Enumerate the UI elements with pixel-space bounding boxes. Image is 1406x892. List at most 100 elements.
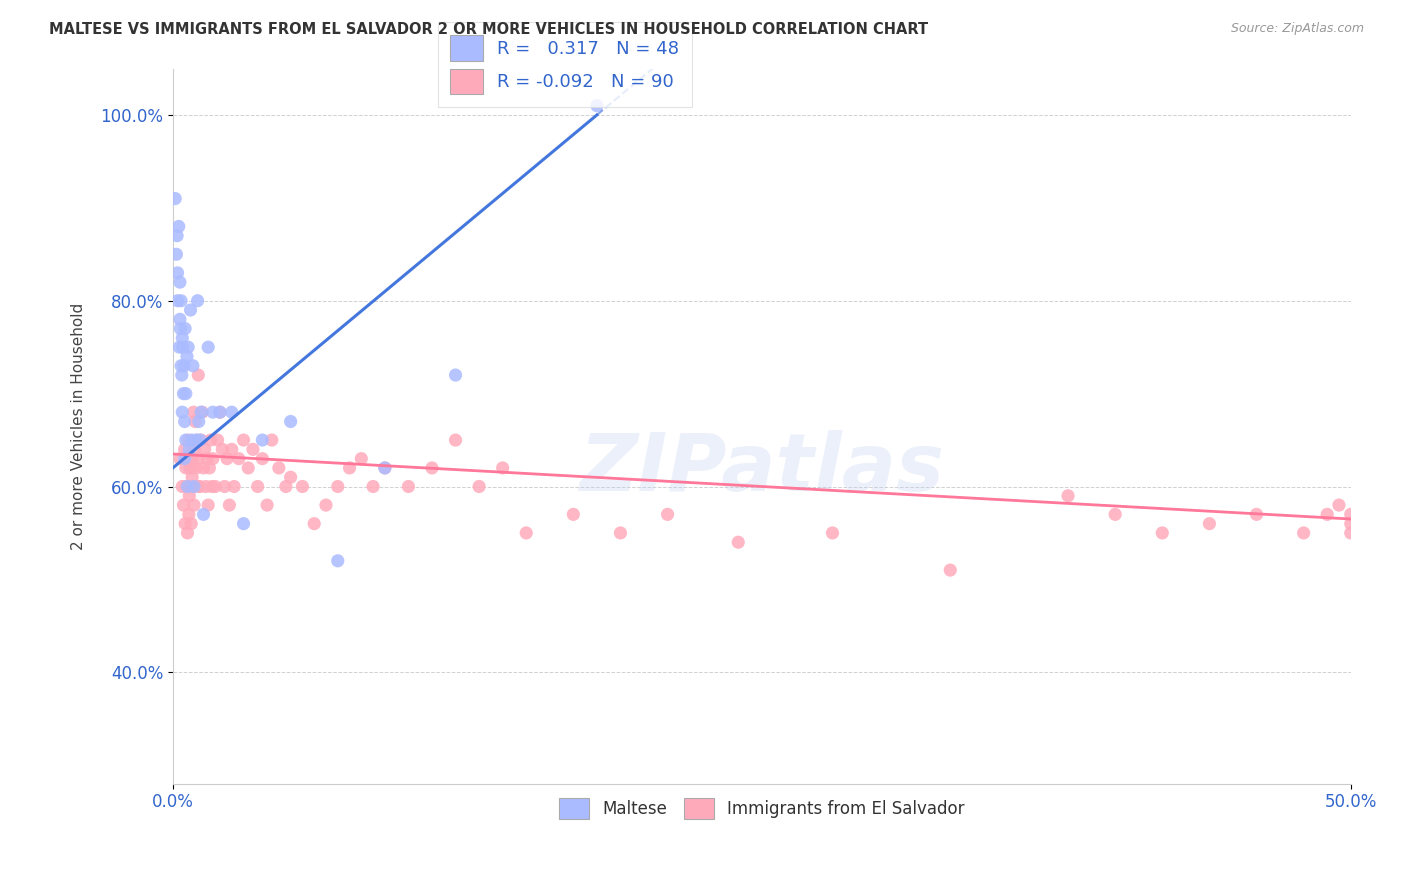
Point bbox=[188, 433, 211, 447]
Point bbox=[169, 312, 191, 326]
Point bbox=[207, 433, 229, 447]
Point bbox=[191, 405, 214, 419]
Point bbox=[180, 303, 202, 318]
Point bbox=[204, 479, 226, 493]
Point bbox=[173, 415, 195, 429]
Text: MALTESE VS IMMIGRANTS FROM EL SALVADOR 2 OR MORE VEHICLES IN HOUSEHOLD CORRELATI: MALTESE VS IMMIGRANTS FROM EL SALVADOR 2… bbox=[49, 22, 928, 37]
Point bbox=[181, 470, 204, 484]
Point bbox=[727, 535, 749, 549]
Point bbox=[492, 461, 515, 475]
Point bbox=[174, 386, 197, 401]
Point bbox=[374, 461, 396, 475]
Point bbox=[1198, 516, 1220, 531]
Point bbox=[173, 442, 195, 457]
Point bbox=[181, 451, 204, 466]
Point bbox=[180, 461, 202, 475]
Point bbox=[179, 489, 201, 503]
Point bbox=[1246, 508, 1268, 522]
Point bbox=[172, 479, 194, 493]
Point bbox=[174, 461, 197, 475]
Point bbox=[208, 405, 231, 419]
Point bbox=[193, 461, 215, 475]
Point bbox=[1104, 508, 1126, 522]
Point bbox=[180, 479, 202, 493]
Point bbox=[173, 451, 195, 466]
Point bbox=[177, 508, 200, 522]
Point bbox=[190, 433, 212, 447]
Point bbox=[174, 321, 197, 335]
Text: Source: ZipAtlas.com: Source: ZipAtlas.com bbox=[1230, 22, 1364, 36]
Point bbox=[172, 386, 194, 401]
Point bbox=[315, 498, 337, 512]
Point bbox=[1340, 516, 1362, 531]
Point bbox=[180, 516, 202, 531]
Point bbox=[326, 554, 349, 568]
Point bbox=[169, 321, 191, 335]
Point bbox=[201, 479, 224, 493]
Point bbox=[176, 479, 198, 493]
Point bbox=[211, 442, 233, 457]
Point bbox=[200, 433, 222, 447]
Point bbox=[169, 340, 191, 354]
Point bbox=[190, 405, 212, 419]
Point bbox=[1340, 525, 1362, 540]
Point bbox=[187, 451, 209, 466]
Point bbox=[361, 479, 384, 493]
Point bbox=[174, 516, 197, 531]
Point bbox=[177, 433, 200, 447]
Point bbox=[821, 525, 844, 540]
Point bbox=[186, 433, 208, 447]
Point bbox=[181, 359, 204, 373]
Point bbox=[194, 479, 217, 493]
Point bbox=[201, 405, 224, 419]
Point bbox=[274, 479, 297, 493]
Point bbox=[214, 479, 236, 493]
Point bbox=[468, 479, 491, 493]
Point bbox=[184, 415, 207, 429]
Point bbox=[198, 461, 221, 475]
Point bbox=[179, 461, 201, 475]
Point bbox=[172, 498, 194, 512]
Point bbox=[176, 451, 198, 466]
Point bbox=[172, 340, 194, 354]
Point bbox=[374, 461, 396, 475]
Point bbox=[215, 451, 238, 466]
Point bbox=[1057, 489, 1080, 503]
Point bbox=[169, 275, 191, 289]
Point bbox=[172, 405, 194, 419]
Point bbox=[1327, 498, 1350, 512]
Point bbox=[183, 405, 205, 419]
Point bbox=[232, 433, 254, 447]
Point bbox=[267, 461, 290, 475]
Point bbox=[183, 479, 205, 493]
Point bbox=[165, 192, 187, 206]
Point bbox=[256, 498, 278, 512]
Point bbox=[218, 498, 240, 512]
Y-axis label: 2 or more Vehicles in Household: 2 or more Vehicles in Household bbox=[72, 302, 86, 549]
Point bbox=[291, 479, 314, 493]
Point bbox=[187, 479, 209, 493]
Point bbox=[208, 405, 231, 419]
Point bbox=[186, 461, 208, 475]
Point bbox=[179, 442, 201, 457]
Point bbox=[166, 228, 188, 243]
Point bbox=[280, 415, 302, 429]
Point bbox=[260, 433, 283, 447]
Point bbox=[173, 359, 195, 373]
Point bbox=[224, 479, 246, 493]
Point bbox=[170, 368, 193, 382]
Point bbox=[339, 461, 361, 475]
Point bbox=[242, 442, 264, 457]
Point bbox=[176, 350, 198, 364]
Point bbox=[177, 340, 200, 354]
Point bbox=[195, 451, 218, 466]
Point bbox=[302, 516, 325, 531]
Point bbox=[1152, 525, 1174, 540]
Point bbox=[444, 433, 467, 447]
Point bbox=[172, 331, 194, 345]
Point bbox=[187, 293, 209, 308]
Point bbox=[170, 293, 193, 308]
Point bbox=[174, 433, 197, 447]
Point bbox=[186, 433, 208, 447]
Point bbox=[1316, 508, 1339, 522]
